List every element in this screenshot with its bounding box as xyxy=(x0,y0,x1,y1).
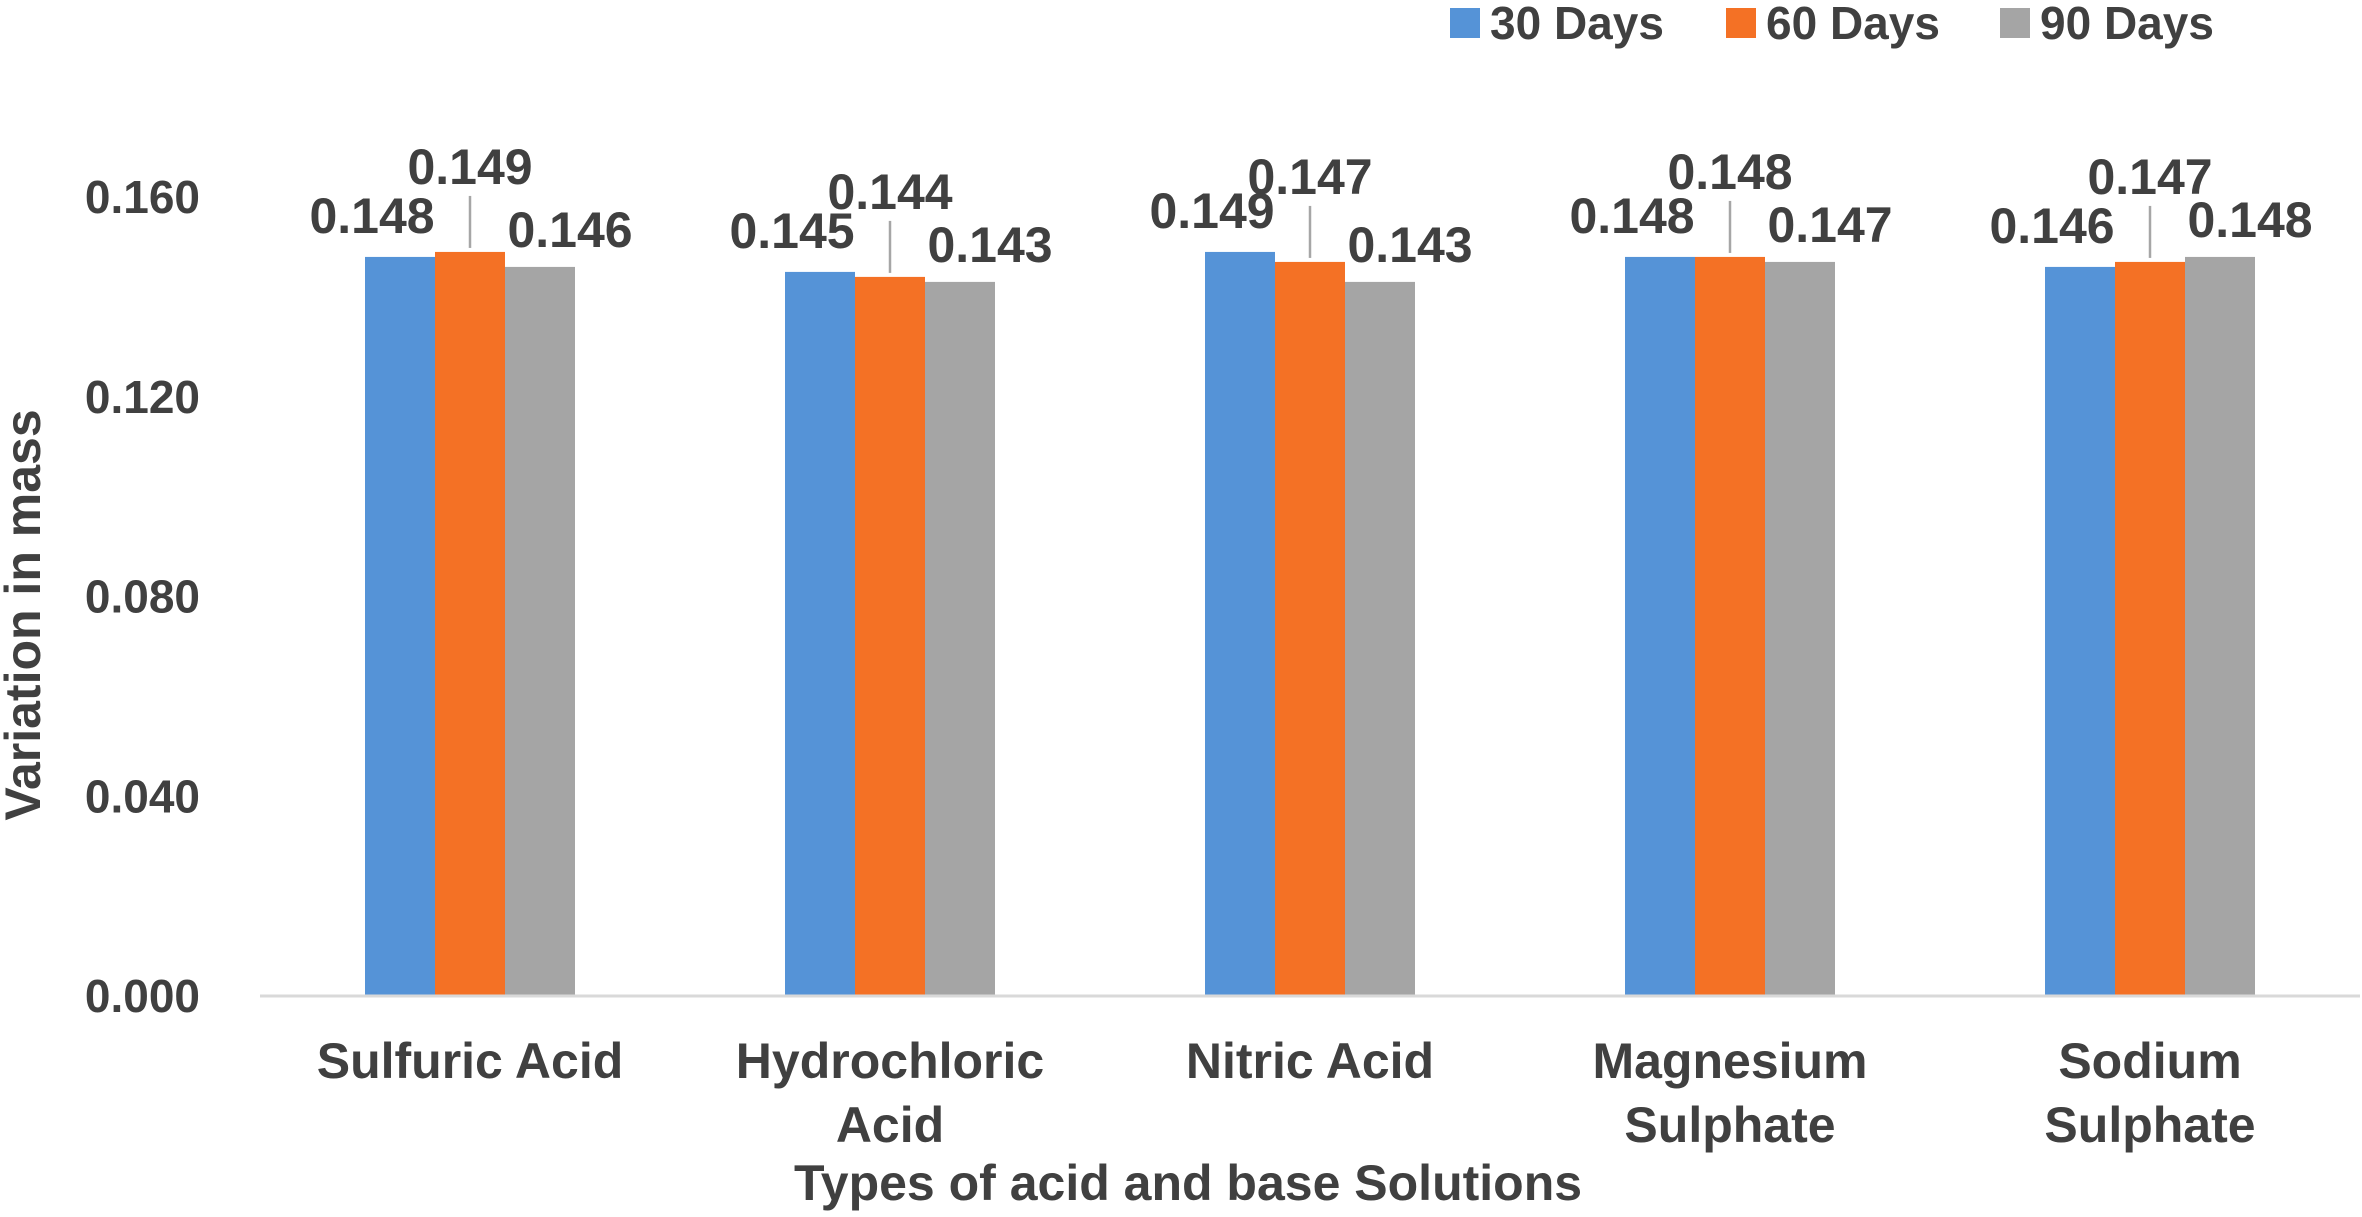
data-label: 0.146 xyxy=(1989,198,2114,254)
data-label: 0.145 xyxy=(729,203,854,259)
x-tick-label: Sodium xyxy=(2058,1033,2241,1089)
x-tick-label: Sulfuric Acid xyxy=(317,1033,624,1089)
bar xyxy=(1625,256,1695,996)
legend-swatch xyxy=(2000,8,2030,38)
data-label: 0.143 xyxy=(1347,217,1472,273)
x-tick-label: Nitric Acid xyxy=(1186,1033,1434,1089)
bar xyxy=(1765,261,1835,996)
bar xyxy=(785,271,855,996)
legend-swatch xyxy=(1450,8,1480,38)
data-label: 0.146 xyxy=(507,202,632,258)
bar xyxy=(2115,261,2185,996)
bar xyxy=(1345,281,1415,996)
x-tick-label: Magnesium xyxy=(1592,1033,1867,1089)
bar xyxy=(855,276,925,996)
data-label: 0.148 xyxy=(2187,192,2312,248)
bar xyxy=(1205,251,1275,996)
y-tick-label: 0.120 xyxy=(85,371,200,423)
x-tick-label: Hydrochloric xyxy=(736,1033,1044,1089)
legend-item: 30 Days xyxy=(1450,0,1664,49)
legend-swatch xyxy=(1726,8,1756,38)
y-axis: 0.000 0.040 0.080 0.120 0.160 xyxy=(85,171,200,1022)
y-tick-label: 0.000 xyxy=(85,970,200,1022)
data-label: 0.148 xyxy=(1667,144,1792,200)
legend: 30 Days 60 Days 90 Days xyxy=(1450,0,2214,49)
bar xyxy=(2045,266,2115,997)
label-leader-lines xyxy=(468,195,2152,273)
data-label: 0.148 xyxy=(309,188,434,244)
legend-label: 60 Days xyxy=(1766,0,1940,49)
data-label: 0.149 xyxy=(407,139,532,195)
data-label: 0.147 xyxy=(2087,149,2212,205)
bar xyxy=(2185,256,2255,996)
bar xyxy=(365,256,435,996)
bar xyxy=(1695,256,1765,996)
y-tick-label: 0.160 xyxy=(85,171,200,223)
x-tick-label: Sulphate xyxy=(2044,1097,2255,1153)
y-tick-label: 0.040 xyxy=(85,770,200,822)
data-label: 0.147 xyxy=(1767,197,1892,253)
bars xyxy=(365,251,2255,997)
data-label: 0.147 xyxy=(1247,149,1372,205)
bar xyxy=(925,281,995,996)
data-label: 0.144 xyxy=(827,164,952,220)
bar xyxy=(505,266,575,997)
legend-item: 90 Days xyxy=(2000,0,2214,49)
legend-label: 90 Days xyxy=(2040,0,2214,49)
x-axis: Sulfuric Acid Hydrochloric Acid Nitric Acid… xyxy=(260,994,2360,1153)
y-axis-title: Variation in mass xyxy=(0,409,51,820)
legend-label: 30 Days xyxy=(1490,0,1664,49)
data-label: 0.149 xyxy=(1149,183,1274,239)
data-label: 0.143 xyxy=(927,217,1052,273)
bar xyxy=(1275,261,1345,996)
data-label: 0.148 xyxy=(1569,188,1694,244)
x-axis-title: Types of acid and base Solutions xyxy=(794,1155,1582,1211)
legend-item: 60 Days xyxy=(1726,0,1940,49)
x-tick-label: Acid xyxy=(836,1097,944,1153)
bar xyxy=(435,251,505,996)
y-tick-label: 0.080 xyxy=(85,571,200,623)
x-tick-label: Sulphate xyxy=(1624,1097,1835,1153)
